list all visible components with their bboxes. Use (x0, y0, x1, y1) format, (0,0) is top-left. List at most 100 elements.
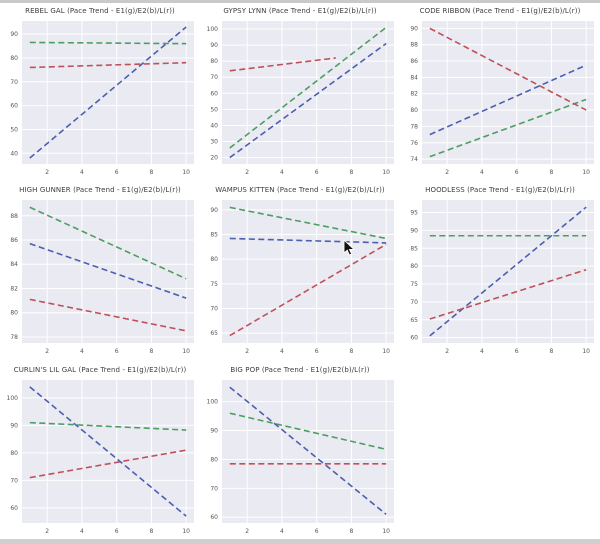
x-tick-label: 10 (582, 169, 590, 176)
y-tick-label: 20 (210, 155, 218, 162)
chart-canvas: 2 4 6 8 10 60 65 70 75 80 85 90 95 (410, 200, 594, 355)
x-tick-label: 2 (45, 348, 49, 355)
y-tick-label: 90 (10, 422, 18, 429)
x-tick-label: 4 (80, 348, 84, 355)
y-tick-label: 50 (210, 106, 218, 113)
x-tick-label: 2 (45, 169, 49, 176)
plot-background (222, 21, 394, 164)
x-tick-label: 4 (480, 169, 484, 176)
series-line-e1 (229, 26, 387, 149)
x-tick-label: 8 (550, 169, 554, 176)
x-tick-label: 6 (115, 528, 119, 535)
window-bottom-edge (0, 539, 600, 544)
chart-title: HOODLESS (Pace Trend - E1(g)/E2(b)/L(r)) (425, 186, 575, 194)
x-tick-label: 2 (445, 169, 449, 176)
series-line-l (229, 243, 387, 337)
x-tick-label: 8 (150, 528, 154, 535)
y-tick-label: 88 (410, 42, 418, 49)
subplot-gypsy-lynn: GYPSY LYNN (Pace Trend - E1(g)/E2(b)/L(r… (200, 3, 400, 182)
series-line-e2 (429, 64, 587, 136)
y-tick-label: 100 (207, 399, 219, 406)
series-line-e2 (429, 206, 587, 337)
chart-canvas: 2 4 6 8 10 65 70 75 80 85 90 (210, 200, 394, 355)
chart-title: CODE RIBBON (Pace Trend - E1(g)/E2(b)/L(… (419, 7, 581, 15)
y-tick-label: 90 (210, 428, 218, 435)
x-tick-label: 4 (80, 528, 84, 535)
x-tick-label: 10 (582, 348, 590, 355)
y-tick-label: 60 (10, 505, 18, 512)
y-tick-label: 75 (410, 281, 418, 288)
chart-title: REBEL GAL (Pace Trend - E1(g)/E2(b)/L(r)… (25, 7, 175, 15)
subplot-hoodless: HOODLESS (Pace Trend - E1(g)/E2(b)/L(r))… (400, 182, 600, 362)
series-line-e2 (29, 26, 187, 159)
y-tick-label: 60 (210, 514, 218, 521)
x-tick-label: 4 (480, 348, 484, 355)
y-tick-label: 90 (210, 207, 218, 214)
y-tick-label: 82 (10, 285, 18, 292)
chart-title: HIGH GUNNER (Pace Trend - E1(g)/E2(b)/L(… (19, 186, 181, 194)
plot-background (222, 380, 394, 523)
y-tick-label: 60 (210, 90, 218, 97)
subplot-rebel-gal: REBEL GAL (Pace Trend - E1(g)/E2(b)/L(r)… (0, 3, 200, 182)
y-tick-label: 65 (410, 317, 418, 324)
plot-background (222, 200, 394, 343)
window-top-edge (0, 0, 600, 3)
x-tick-label: 4 (280, 169, 284, 176)
series-line-l (429, 268, 587, 320)
y-tick-label: 80 (210, 256, 218, 263)
y-tick-label: 85 (210, 232, 218, 239)
y-tick-label: 70 (210, 305, 218, 312)
chart-canvas: 2 4 6 8 10 20 30 40 50 60 70 80 90 100 (207, 21, 394, 176)
y-tick-label: 40 (10, 150, 18, 157)
x-tick-label: 8 (150, 348, 154, 355)
series-line-e2 (229, 42, 387, 159)
mouse-cursor (343, 240, 356, 256)
y-tick-label: 90 (210, 42, 218, 49)
y-tick-label: 80 (10, 310, 18, 317)
chart-title: CURLIN'S LIL GAL (Pace Trend - E1(g)/E2(… (13, 366, 187, 374)
chart-canvas: 2 4 6 8 10 74 76 78 80 82 84 86 88 90 (410, 21, 594, 176)
subplot-wampus-kitten: WAMPUS KITTEN (Pace Trend - E1(g)/E2(b)/… (200, 182, 400, 362)
series-line-e1 (229, 412, 387, 451)
chart-title: GYPSY LYNN (Pace Trend - E1(g)/E2(b)/L(r… (223, 7, 377, 15)
x-tick-label: 6 (515, 348, 519, 355)
x-tick-label: 2 (445, 348, 449, 355)
series-line-l (29, 449, 187, 479)
y-tick-label: 84 (10, 261, 18, 268)
y-tick-label: 78 (410, 123, 418, 130)
y-tick-label: 85 (410, 245, 418, 252)
series-line-l (229, 57, 336, 72)
x-tick-label: 2 (245, 169, 249, 176)
y-tick-label: 80 (410, 107, 418, 114)
y-tick-label: 40 (210, 122, 218, 129)
series-line-e2 (29, 242, 187, 299)
y-tick-label: 76 (410, 140, 418, 147)
series-line-l (29, 298, 187, 332)
y-tick-label: 86 (410, 58, 418, 65)
y-tick-label: 70 (410, 299, 418, 306)
y-tick-label: 80 (10, 55, 18, 62)
y-tick-label: 75 (210, 281, 218, 288)
chart-canvas: 2 4 6 8 10 60 70 80 90 100 (7, 380, 194, 535)
series-line-e2 (29, 386, 187, 517)
x-tick-label: 4 (280, 528, 284, 535)
y-tick-label: 84 (410, 74, 418, 81)
y-tick-label: 70 (10, 79, 18, 86)
series-line-l (429, 27, 587, 111)
x-tick-label: 10 (382, 348, 390, 355)
subplot-big-pop: BIG POP (Pace Trend - E1(g)/E2(b)/L(r)) 2… (200, 362, 400, 542)
y-tick-label: 90 (410, 25, 418, 32)
y-tick-label: 88 (10, 213, 18, 220)
x-tick-label: 2 (45, 528, 49, 535)
series-line-e1 (29, 41, 187, 45)
series-line-e2 (229, 386, 387, 515)
y-tick-label: 50 (10, 126, 18, 133)
series-line-e2 (229, 237, 387, 244)
x-tick-label: 4 (280, 348, 284, 355)
x-tick-label: 6 (315, 169, 319, 176)
x-tick-label: 4 (80, 169, 84, 176)
y-tick-label: 78 (10, 334, 18, 341)
subplot-high-gunner: HIGH GUNNER (Pace Trend - E1(g)/E2(b)/L(… (0, 182, 200, 362)
y-tick-label: 70 (210, 74, 218, 81)
x-tick-label: 10 (182, 528, 190, 535)
